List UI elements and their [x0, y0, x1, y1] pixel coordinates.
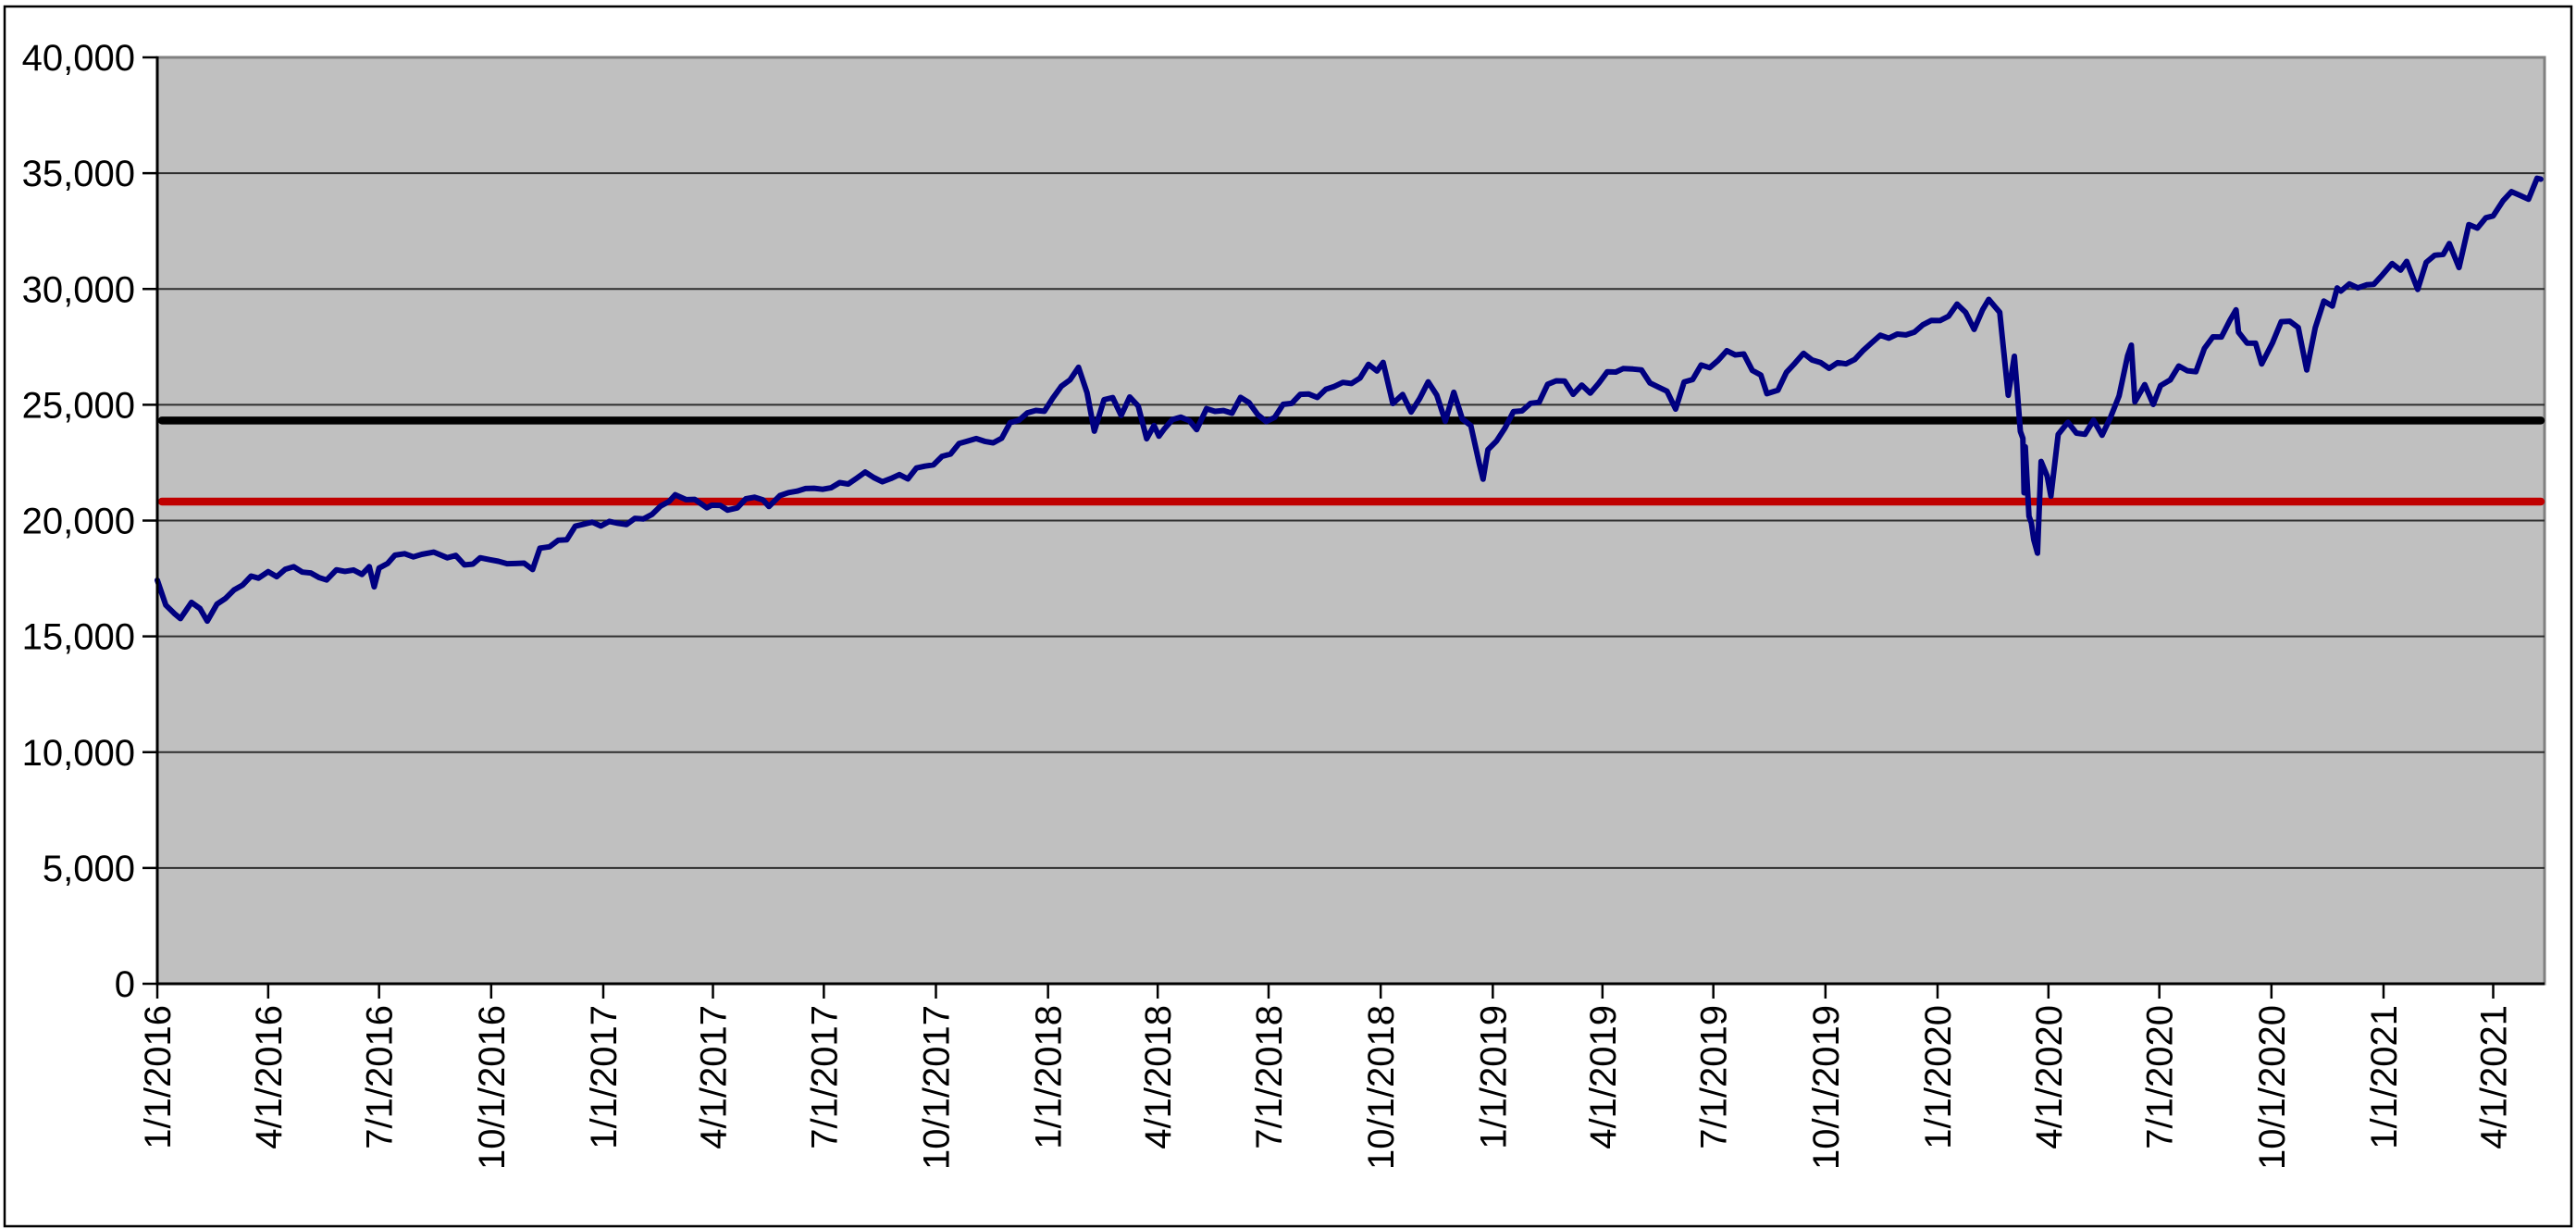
x-axis-label: 1/1/2017	[584, 1005, 625, 1149]
x-axis-label: 7/1/2018	[1249, 1005, 1290, 1149]
chart-border	[3, 5, 2573, 1228]
y-axis-label: 35,000	[22, 154, 135, 194]
y-axis-label: 0	[115, 964, 135, 1005]
x-axis-label: 4/1/2019	[1583, 1005, 1624, 1149]
x-axis-label: 4/1/2021	[2474, 1005, 2515, 1149]
x-axis-label: 1/1/2020	[1918, 1005, 1959, 1149]
x-axis-label: 7/1/2016	[360, 1005, 401, 1149]
y-axis-label: 10,000	[22, 733, 135, 774]
x-axis-label: 1/1/2018	[1029, 1005, 1070, 1149]
y-axis-label: 20,000	[22, 502, 135, 542]
x-axis-label: 10/1/2019	[1806, 1005, 1847, 1170]
x-axis-label: 4/1/2020	[2029, 1005, 2070, 1149]
y-axis-label: 15,000	[22, 617, 135, 658]
x-axis-label: 7/1/2017	[804, 1005, 845, 1149]
x-axis-label: 4/1/2017	[694, 1005, 735, 1149]
x-axis-label: 1/1/2019	[1473, 1005, 1514, 1149]
y-axis-label: 25,000	[22, 385, 135, 426]
x-axis-label: 10/1/2020	[2252, 1005, 2293, 1170]
x-axis-label: 10/1/2016	[472, 1005, 513, 1170]
x-axis-label: 4/1/2018	[1138, 1005, 1179, 1149]
chart-root: 0 5,000 10,000 15,000 20,000 25,000 30,000 35,0…	[3, 5, 2573, 1228]
y-axis-label: 30,000	[22, 269, 135, 310]
y-axis-label: 5,000	[43, 849, 135, 889]
x-axis-label: 1/1/2016	[138, 1005, 179, 1149]
x-axis-label: 7/1/2019	[1694, 1005, 1735, 1149]
x-axis-label: 4/1/2016	[249, 1005, 290, 1149]
x-axis-label: 10/1/2018	[1361, 1005, 1402, 1170]
y-axis-label: 40,000	[22, 38, 135, 79]
x-axis-label: 10/1/2017	[917, 1005, 958, 1170]
x-axis-label: 7/1/2020	[2140, 1005, 2181, 1149]
data-series-line	[155, 175, 2544, 625]
x-axis-label: 1/1/2021	[2364, 1005, 2405, 1149]
